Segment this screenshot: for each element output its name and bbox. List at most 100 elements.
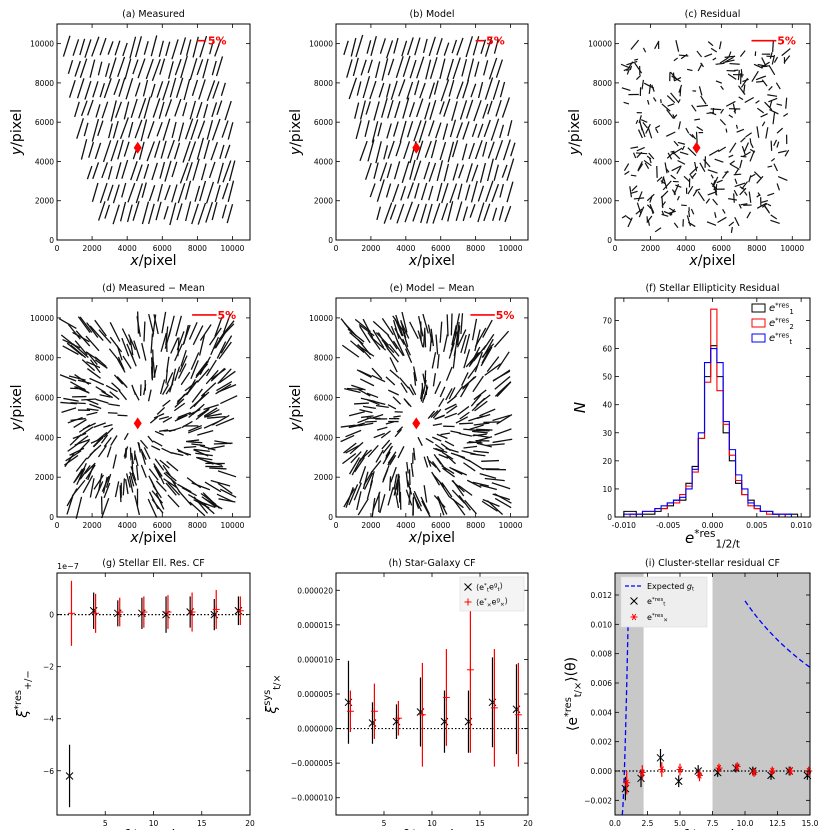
panel-d-xtick-label: 8000 xyxy=(188,521,207,530)
panel-c: 5% 0 2000 4000 6000 8000 10000 0 2000 4000 6000 800… xyxy=(567,9,811,269)
whisker xyxy=(434,414,446,420)
whisker xyxy=(166,460,179,472)
whisker xyxy=(218,498,236,503)
whisker xyxy=(772,111,776,125)
whisker xyxy=(227,122,234,140)
center-diamond-marker xyxy=(133,417,142,430)
whisker xyxy=(663,178,668,189)
whisker xyxy=(382,442,392,454)
whisker xyxy=(417,436,423,447)
whisker xyxy=(210,368,226,380)
panel-f-ytick-label: 0 xyxy=(607,513,612,522)
whisker xyxy=(470,180,478,203)
whisker xyxy=(113,78,121,96)
whisker xyxy=(228,160,236,182)
whisker xyxy=(661,176,665,184)
whisker xyxy=(428,120,435,137)
whisker xyxy=(728,154,734,158)
whisker xyxy=(432,408,442,419)
whisker xyxy=(450,331,458,352)
panel-a-frame xyxy=(56,23,251,241)
whisker xyxy=(105,384,118,393)
whisker xyxy=(124,58,132,80)
panel-title: (h) Star-Galaxy CF xyxy=(388,558,475,569)
whisker xyxy=(65,450,82,462)
whisker xyxy=(203,407,218,417)
whisker xyxy=(776,127,784,134)
whisker xyxy=(667,152,673,160)
whisker xyxy=(86,399,99,406)
whisker xyxy=(390,466,397,483)
whisker xyxy=(371,121,379,143)
whisker xyxy=(740,155,747,158)
whisker xyxy=(477,81,484,99)
whisker xyxy=(387,454,395,466)
whisker xyxy=(637,163,644,172)
whisker xyxy=(642,47,647,53)
whisker xyxy=(392,396,402,405)
whisker xyxy=(443,42,450,56)
whisker xyxy=(451,140,459,158)
whisker xyxy=(410,462,414,477)
panel-i-ytick-label: −0.002 xyxy=(584,796,612,805)
whisker xyxy=(695,131,698,144)
whisker xyxy=(689,174,694,179)
panel-h: 5 10 15 20 −0.000010 −0.000005 0.000000 0.00000… xyxy=(262,558,533,830)
panel-h-xtick-label: 15 xyxy=(475,819,485,828)
whisker xyxy=(738,203,742,209)
whisker xyxy=(111,382,121,392)
whisker xyxy=(403,398,410,406)
scale-bar-label: 5% xyxy=(486,35,505,48)
whisker xyxy=(89,377,105,386)
whisker xyxy=(380,97,388,118)
panel-d-ytick-label: 6000 xyxy=(35,394,54,403)
whisker xyxy=(97,201,106,221)
panel-a-xtick-label: 8000 xyxy=(188,244,207,253)
panel-i-xtick-label: 2.5 xyxy=(642,819,654,828)
whisker xyxy=(164,99,173,117)
whisker xyxy=(389,357,398,373)
whisker xyxy=(171,121,177,139)
panel-g-xtick-label: 10 xyxy=(149,819,159,828)
whisker xyxy=(392,319,400,339)
x-axis-label: x/pixel xyxy=(688,253,735,269)
panel-h-ytick-label: 0.000015 xyxy=(297,621,333,630)
whisker xyxy=(156,81,164,98)
whisker xyxy=(732,103,737,114)
whisker xyxy=(451,325,457,346)
whisker xyxy=(180,55,188,79)
expected-gt-curve xyxy=(621,601,630,816)
whisker xyxy=(130,161,138,181)
whisker xyxy=(666,109,675,120)
panel-b-xtick-label: 10000 xyxy=(499,244,523,253)
panel-i-xtick-label: 15.0 xyxy=(802,819,819,828)
whisker xyxy=(196,137,205,160)
whisker xyxy=(776,103,783,106)
whisker xyxy=(465,163,473,183)
whisker xyxy=(99,182,108,204)
whisker xyxy=(456,454,471,463)
whisker xyxy=(383,202,393,224)
whisker xyxy=(453,335,459,357)
whisker xyxy=(150,83,156,98)
panel-e: 5% 0 2000 4000 6000 8000 10000 0 2000 4000 6000 800… xyxy=(288,283,529,546)
whisker xyxy=(385,183,392,198)
whisker xyxy=(660,190,669,199)
panel-a-ytick-label: 8000 xyxy=(35,79,54,88)
whisker xyxy=(734,216,740,227)
whisker xyxy=(84,462,96,475)
whisker xyxy=(413,120,422,142)
whisker xyxy=(436,433,448,440)
panel-e-ytick-label: 10000 xyxy=(309,314,333,323)
whisker xyxy=(349,441,364,455)
whisker xyxy=(636,202,642,215)
whisker xyxy=(386,163,392,179)
whisker xyxy=(771,54,776,65)
whisker xyxy=(502,139,511,161)
whisker xyxy=(705,198,711,204)
panel-g-frame xyxy=(56,572,251,816)
whisker xyxy=(470,453,486,457)
legend-swatch xyxy=(751,333,766,343)
whisker xyxy=(359,325,371,344)
whisker xyxy=(456,81,464,100)
